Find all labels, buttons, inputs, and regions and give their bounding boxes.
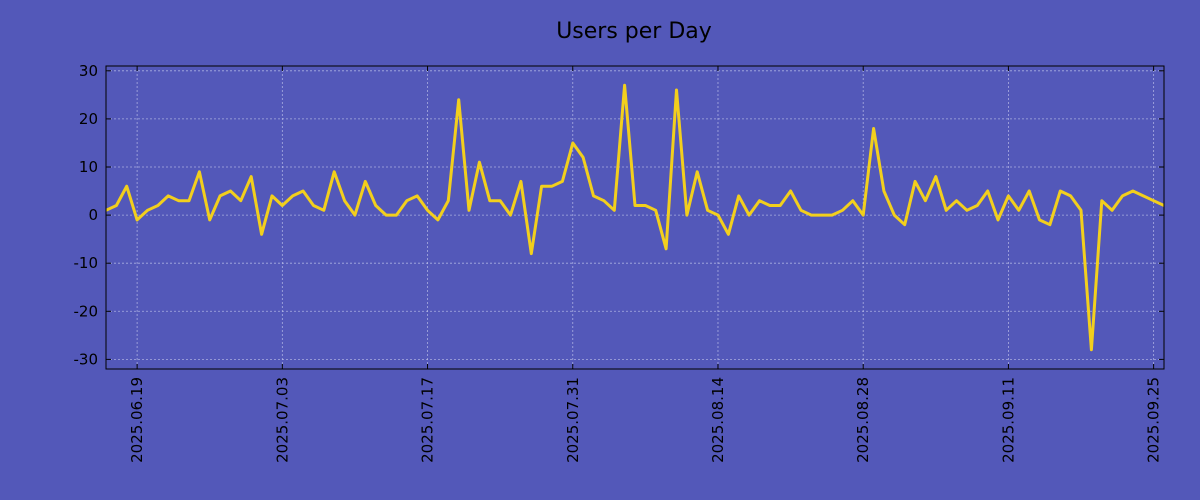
x-tick-label: 2025.09.25 — [1145, 377, 1163, 463]
x-tick-label: 2025.08.28 — [854, 377, 872, 463]
y-tick-label: -20 — [74, 302, 99, 320]
y-tick-label: -30 — [74, 350, 99, 368]
x-tick-label: 2025.08.14 — [709, 377, 727, 463]
series-line — [105, 83, 1165, 352]
plot-frame — [105, 65, 1165, 370]
y-tick-label: 10 — [79, 158, 98, 176]
chart-title: Users per Day — [556, 19, 712, 44]
y-tick-label: 20 — [79, 110, 98, 128]
x-tick-label: 2025.07.31 — [564, 377, 582, 463]
x-tick-label: 2025.07.03 — [273, 377, 291, 463]
x-tick-label: 2025.06.19 — [128, 377, 146, 463]
axes: -30 -20 -10 0 10 20 30 2025.06.19 2025.07.03 2025… — [74, 62, 1165, 463]
y-tick-label: 30 — [79, 62, 98, 80]
series-layer — [105, 83, 1165, 352]
x-tick-label: 2025.09.11 — [999, 377, 1017, 463]
y-tick-label: 0 — [88, 206, 98, 224]
x-tick-label: 2025.07.17 — [419, 377, 437, 463]
y-tick-label: -10 — [74, 254, 99, 272]
